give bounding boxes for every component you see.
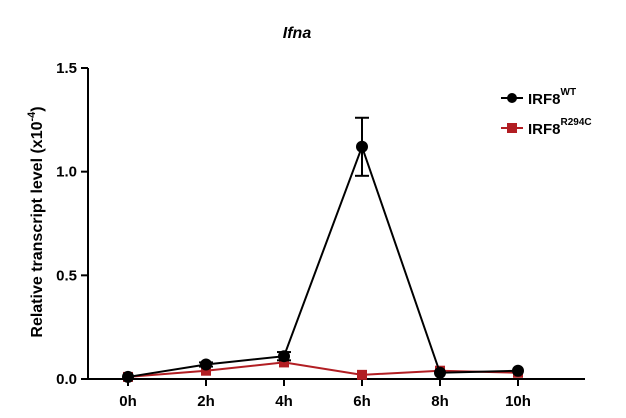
chart-title: Ifna xyxy=(283,25,312,42)
legend-label: IRF8WT xyxy=(528,87,576,108)
x-tick-label: 10h xyxy=(505,393,531,410)
data-point xyxy=(122,370,134,383)
x-tick-label: 2h xyxy=(197,393,215,410)
legend-label-name: IRF8 xyxy=(528,121,561,138)
axes: 0.0 0.5 1.0 1.5 0h 2h 4h 6h 8h 10h xyxy=(56,60,585,410)
y-axis-label: Relative transcript level (x10-4) xyxy=(26,106,46,337)
data-point xyxy=(200,358,212,371)
data-point xyxy=(356,140,368,153)
legend-label-name: IRF8 xyxy=(528,91,561,108)
y-axis-label-main: Relative transcript level (x10 xyxy=(29,121,46,337)
x-tick-label: 8h xyxy=(431,393,449,410)
legend-label: IRF8R294C xyxy=(528,117,592,138)
y-axis-label-exponent: -4 xyxy=(26,111,38,122)
legend-label-superscript: R294C xyxy=(561,117,592,128)
data-point xyxy=(278,350,290,363)
series-layer xyxy=(122,116,524,383)
y-tick-label: 0.5 xyxy=(56,267,77,284)
y-tick-label: 0.0 xyxy=(56,371,77,388)
x-tick-label: 4h xyxy=(275,393,293,410)
legend-item-irf8-r294c: IRF8R294C xyxy=(501,117,592,138)
series-line xyxy=(127,361,519,378)
legend-item-irf8-wt: IRF8WT xyxy=(501,87,576,108)
y-axis-label-suffix: ) xyxy=(29,106,46,111)
data-point xyxy=(434,366,446,379)
y-tick-label: 1.5 xyxy=(56,60,77,77)
legend-label-superscript: WT xyxy=(561,87,577,98)
x-tick-label: 6h xyxy=(353,393,371,410)
data-point xyxy=(201,365,211,376)
x-tick-label: 0h xyxy=(119,393,137,410)
data-point xyxy=(279,357,289,368)
series-line xyxy=(127,143,519,378)
y-tick-label: 1.0 xyxy=(56,164,77,181)
data-point xyxy=(357,369,367,380)
legend-marker xyxy=(507,123,517,133)
series-irf8-wt xyxy=(122,116,524,383)
data-point xyxy=(512,364,524,377)
legend-marker xyxy=(507,93,517,103)
